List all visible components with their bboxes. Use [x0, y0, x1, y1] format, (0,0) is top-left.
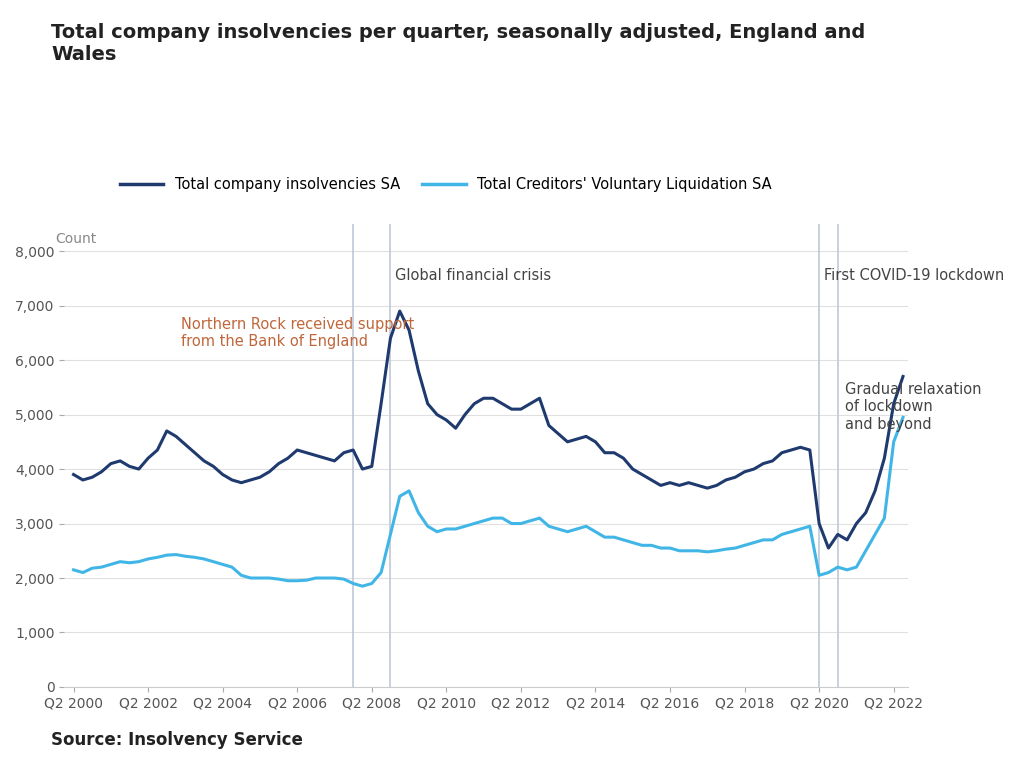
- Text: Global financial crisis: Global financial crisis: [395, 268, 551, 283]
- Text: Source: Insolvency Service: Source: Insolvency Service: [51, 731, 303, 749]
- Legend: Total company insolvencies SA, Total Creditors' Voluntary Liquidation SA: Total company insolvencies SA, Total Cre…: [114, 171, 778, 198]
- Text: Northern Rock received support
from the Bank of England: Northern Rock received support from the …: [180, 317, 414, 349]
- Text: Gradual relaxation
of lockdown
and beyond: Gradual relaxation of lockdown and beyon…: [845, 382, 982, 432]
- Text: First COVID-19 lockdown: First COVID-19 lockdown: [823, 268, 1005, 283]
- Text: Count: Count: [55, 232, 96, 246]
- Text: Total company insolvencies per quarter, seasonally adjusted, England and
Wales: Total company insolvencies per quarter, …: [51, 23, 865, 64]
